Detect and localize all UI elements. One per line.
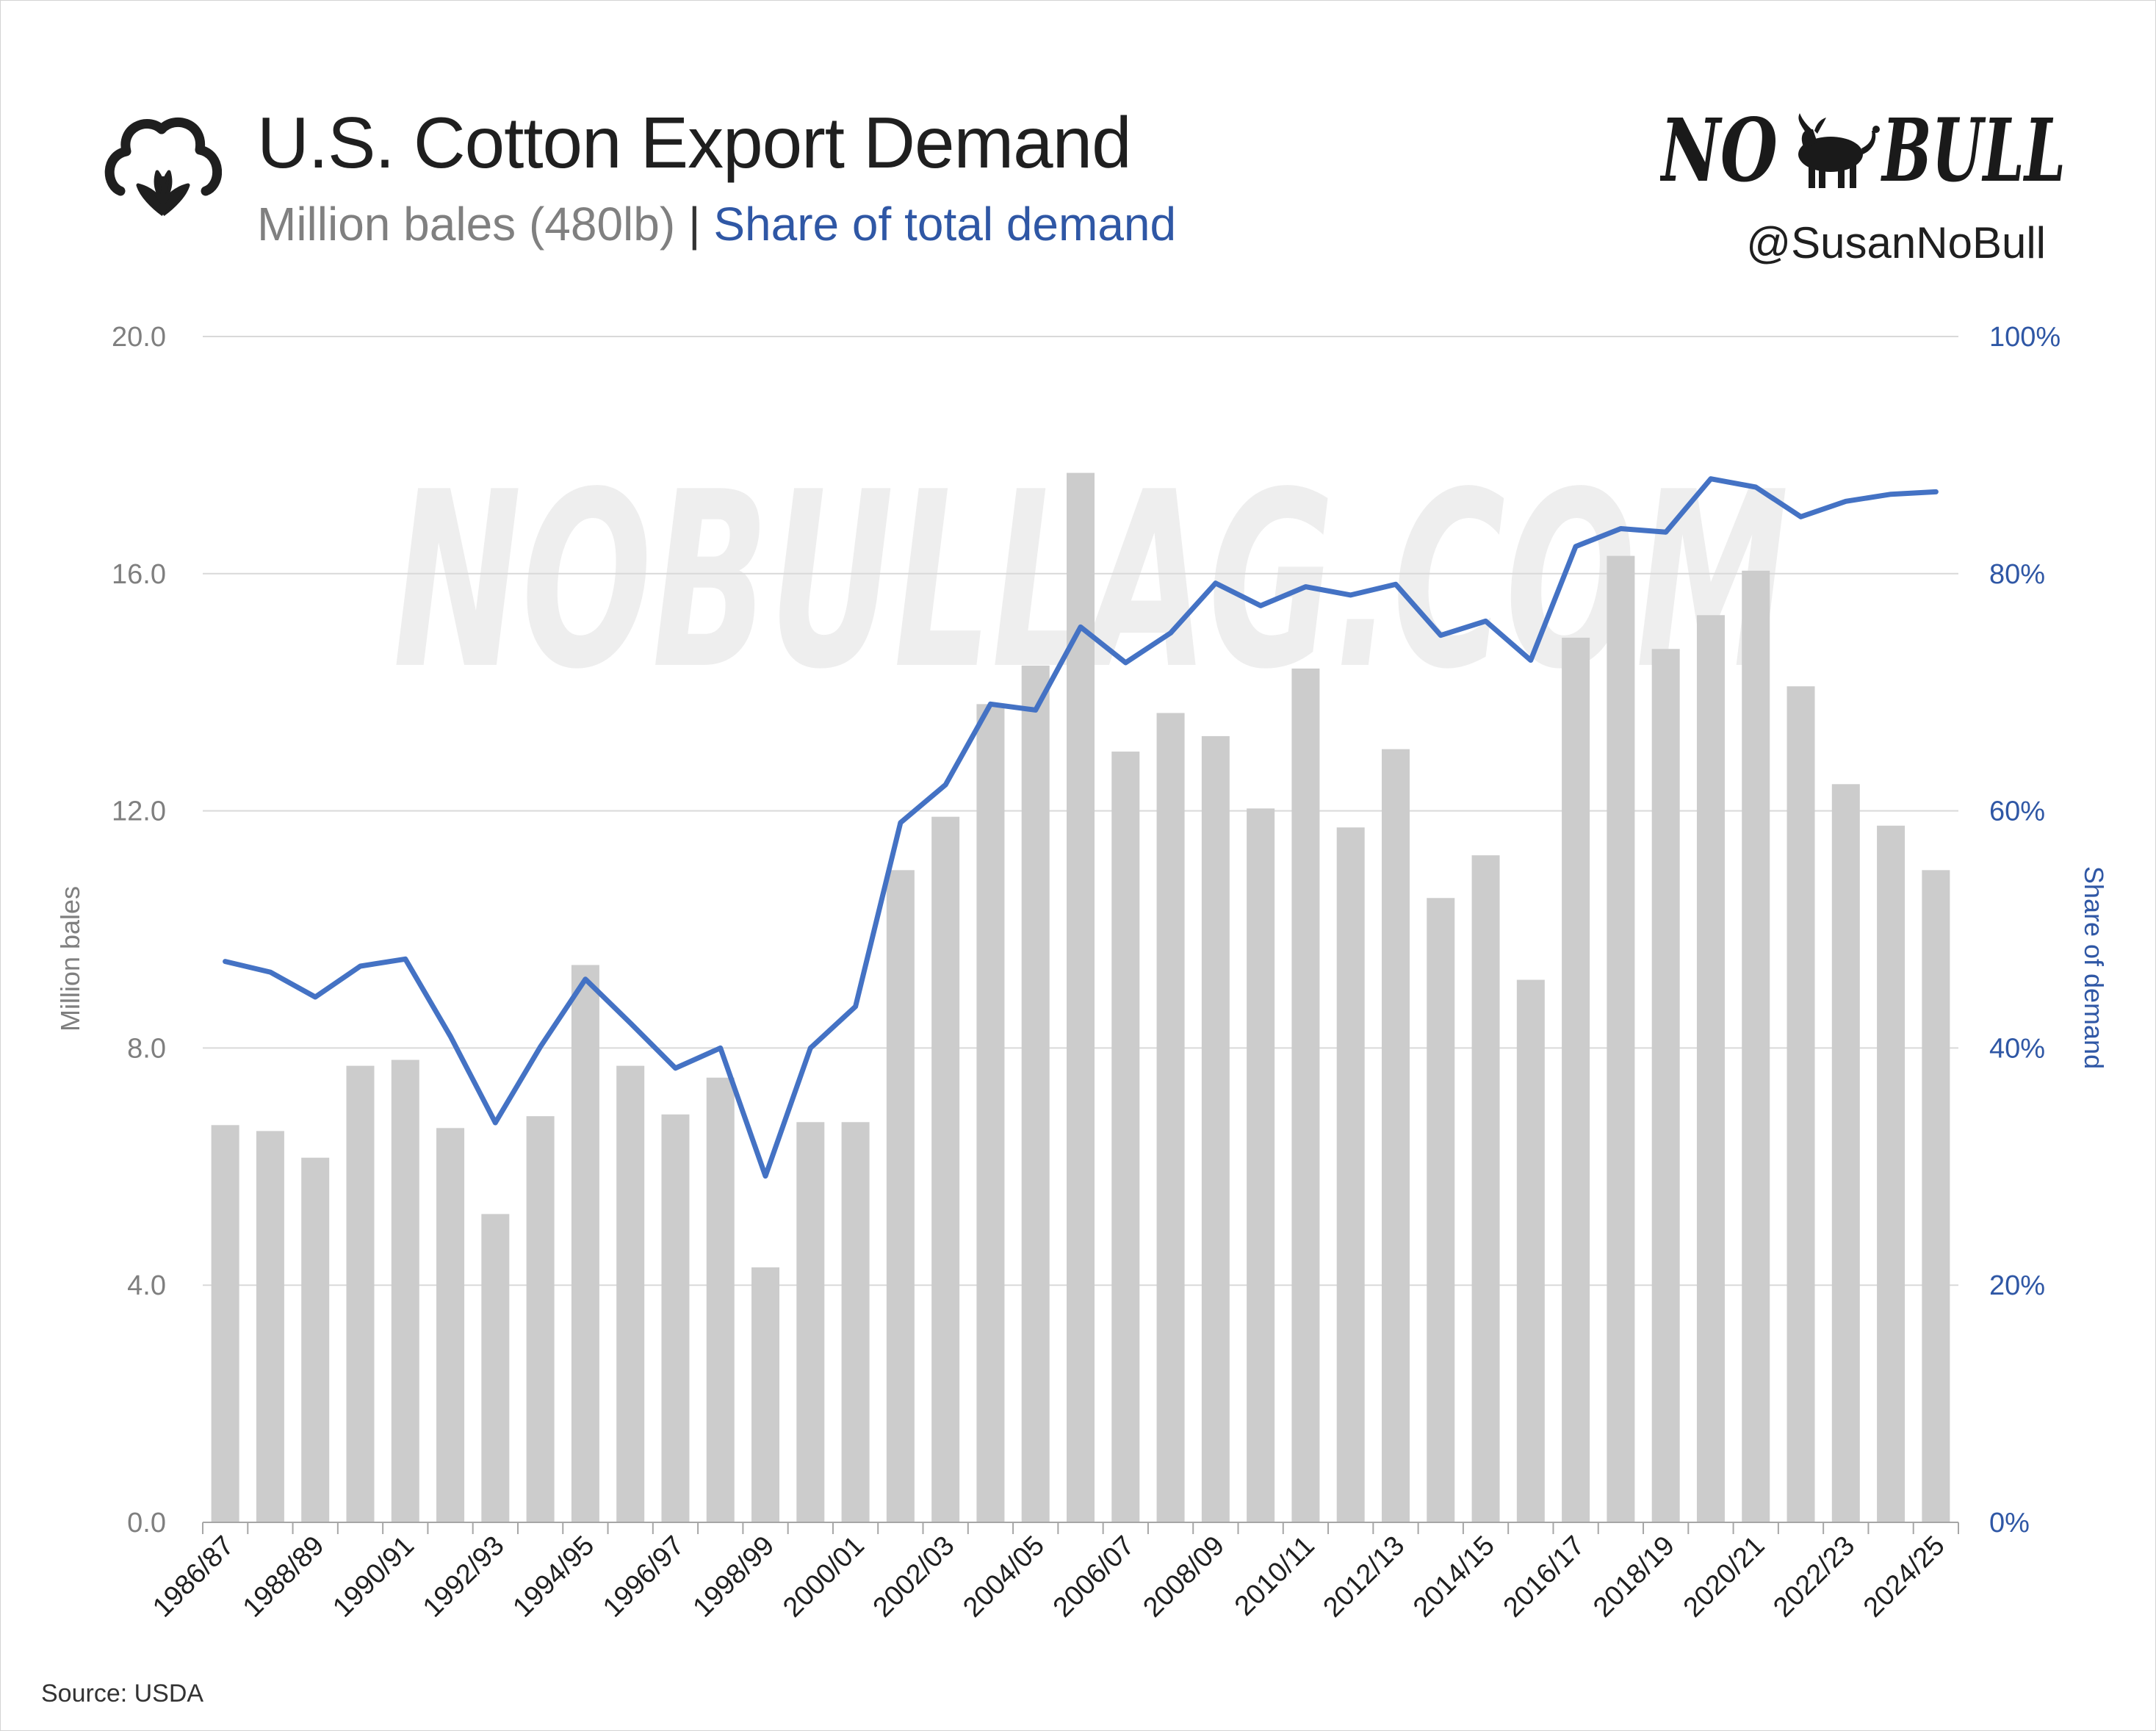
x-tick-label: 1996/97 xyxy=(597,1530,691,1624)
x-tick-label: 1994/95 xyxy=(507,1530,600,1624)
chart-subtitle: Million bales (480lb) | Share of total d… xyxy=(257,197,1176,251)
x-tick-label: 2012/13 xyxy=(1318,1530,1411,1624)
y2-tick-label: 60% xyxy=(1989,796,2045,827)
bar xyxy=(1787,686,1815,1522)
bar xyxy=(436,1128,465,1522)
y2-tick-label: 100% xyxy=(1989,322,2061,353)
y-tick-label: 16.0 xyxy=(112,559,166,590)
y2-tick-label: 40% xyxy=(1989,1033,2045,1064)
bar xyxy=(931,816,960,1522)
x-tick-label: 2022/23 xyxy=(1767,1530,1861,1624)
bar xyxy=(886,870,915,1522)
x-tick-label: 1986/87 xyxy=(147,1530,240,1624)
bar xyxy=(661,1114,690,1522)
y-tick-label: 0.0 xyxy=(127,1508,166,1539)
subtitle-units: Million bales (480lb) xyxy=(257,198,676,251)
source-note: Source: USDA xyxy=(41,1680,204,1707)
bar xyxy=(1696,615,1725,1522)
x-tick-label: 2002/03 xyxy=(868,1530,961,1624)
nobull-logo: NO BULL xyxy=(1660,99,2066,197)
x-tick-label: 2004/05 xyxy=(957,1530,1050,1624)
bar xyxy=(1831,784,1860,1522)
bar xyxy=(571,965,599,1522)
y-tick-label: 20.0 xyxy=(112,322,166,353)
y-axis-title: Million bales xyxy=(55,886,85,1032)
y2-axis-title: Share of demand xyxy=(2079,866,2109,1069)
y2-tick-label: 20% xyxy=(1989,1270,2045,1301)
bar xyxy=(481,1214,510,1522)
bar xyxy=(1742,570,1770,1522)
bar xyxy=(1156,713,1185,1522)
x-tick-label: 2024/25 xyxy=(1858,1530,1951,1624)
bar xyxy=(796,1122,825,1522)
bar xyxy=(1471,855,1500,1522)
bar xyxy=(841,1122,870,1522)
x-tick-label: 1990/91 xyxy=(327,1530,420,1624)
cotton-boll-icon xyxy=(104,117,222,217)
bar xyxy=(1877,825,1906,1522)
bar xyxy=(1922,870,1950,1522)
logo-text-no: NO xyxy=(1660,99,1778,197)
logo-text-bull: BULL xyxy=(1881,99,2066,197)
bar xyxy=(346,1065,375,1522)
bar xyxy=(976,704,1005,1522)
bar xyxy=(211,1125,239,1522)
bar xyxy=(616,1065,645,1522)
bar xyxy=(526,1116,555,1522)
subtitle-share: Share of total demand xyxy=(713,198,1177,251)
bar xyxy=(751,1267,780,1522)
x-tick-label: 2010/11 xyxy=(1229,1530,1321,1622)
x-tick-label: 2018/19 xyxy=(1587,1530,1681,1624)
x-tick-label: 2000/01 xyxy=(777,1530,870,1624)
x-tick-label: 2016/17 xyxy=(1498,1530,1591,1624)
x-tick-label: 2008/09 xyxy=(1137,1530,1230,1624)
bar xyxy=(1021,665,1050,1522)
bull-icon xyxy=(1798,113,1880,188)
x-tick-label: 1998/99 xyxy=(688,1530,781,1624)
x-tick-label: 2020/21 xyxy=(1678,1530,1771,1624)
bar xyxy=(1247,808,1275,1522)
bar xyxy=(1562,637,1590,1522)
bar xyxy=(1291,668,1320,1523)
bar xyxy=(706,1077,735,1522)
y-tick-label: 12.0 xyxy=(112,796,166,827)
bar xyxy=(1201,735,1230,1523)
x-tick-label: 1988/89 xyxy=(237,1530,331,1624)
bar xyxy=(1381,749,1410,1522)
share-line xyxy=(223,476,1939,1179)
bar xyxy=(1516,979,1545,1522)
y-tick-label: 8.0 xyxy=(127,1033,166,1064)
x-tick-label: 1992/93 xyxy=(417,1530,511,1624)
y-tick-label: 4.0 xyxy=(127,1270,166,1301)
bar xyxy=(1427,898,1455,1522)
bar xyxy=(1651,649,1680,1522)
x-tick-label: 2006/07 xyxy=(1048,1530,1141,1624)
x-tick-label: 2014/15 xyxy=(1407,1530,1501,1624)
bar xyxy=(1111,751,1140,1522)
bar xyxy=(301,1157,330,1522)
bar xyxy=(391,1059,419,1522)
chart-title: U.S. Cotton Export Demand xyxy=(257,102,1132,183)
y2-tick-label: 80% xyxy=(1989,559,2045,590)
y2-tick-label: 0% xyxy=(1989,1508,2030,1539)
author-handle: @SusanNoBull xyxy=(1746,218,2046,267)
bar xyxy=(1336,827,1365,1522)
bar xyxy=(256,1131,284,1522)
bar xyxy=(1607,555,1635,1522)
subtitle-separator: | xyxy=(675,198,714,251)
